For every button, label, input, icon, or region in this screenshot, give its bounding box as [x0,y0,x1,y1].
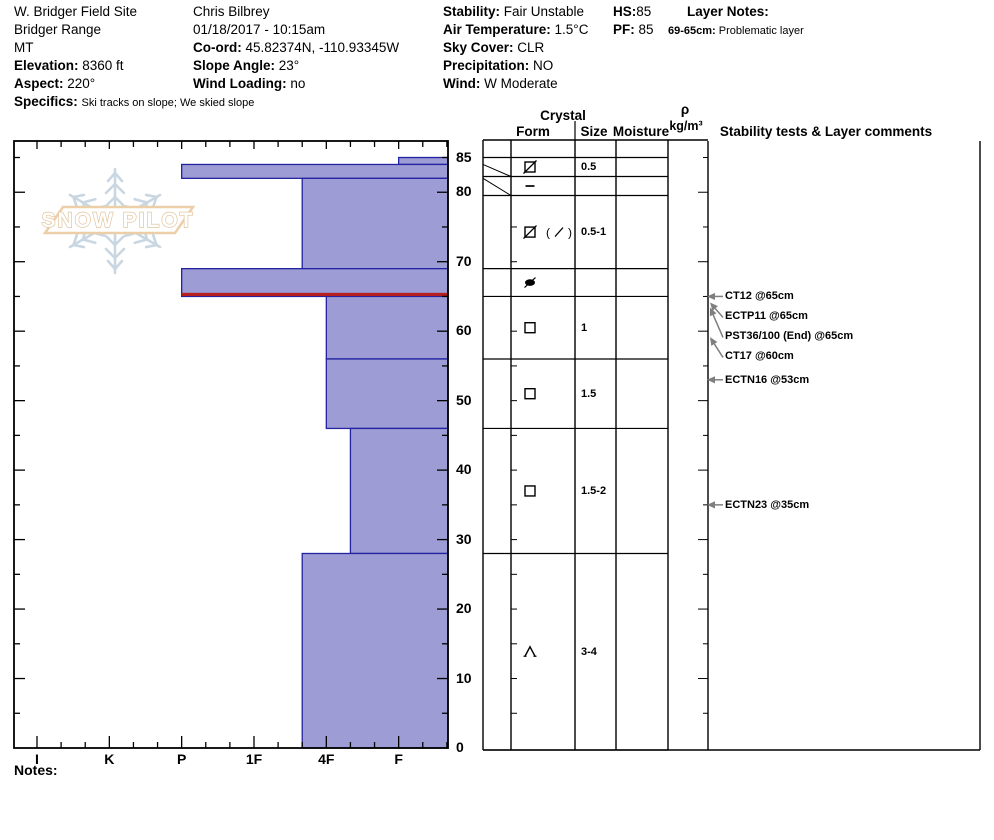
stability-test-label: ECTN16 @53cm [725,373,810,386]
density-units-header: kg/m³ [669,119,703,133]
layer-bar [349,427,449,555]
grain-size: 1.5 [581,387,597,400]
plot-frame [13,140,449,749]
grain-form-icon-FC [524,485,536,497]
site-info-line: W. Bridger Field Site [14,4,138,19]
hardness-label: 4F [318,751,335,767]
test-arrow [713,343,724,358]
grain-size: 0.5-1 [581,226,607,239]
depth-label: 20 [456,600,472,617]
grain-form-icon-FC [524,322,536,334]
grain-form-secondary-icon-DF: () [546,226,572,240]
grain-form-icon-MFcr [524,277,536,288]
site-info-line: MT [14,40,34,55]
grain-size: 1 [581,321,588,334]
layer-bar [301,552,449,749]
flagged-layer-line [181,292,448,297]
test-arrow-head [709,307,717,317]
observer-info-line: 01/18/2017 - 10:15am [193,22,326,37]
test-arrow-head [707,376,715,384]
layer-bar [301,177,449,270]
depth-label: 10 [456,669,472,686]
layer-bar [325,358,449,430]
expanded-row-leader [482,177,512,196]
layer-notes-line: Layer Notes: [687,4,769,19]
test-arrow-head [707,501,715,509]
depth-label: 50 [456,391,472,408]
svg-text:(: ( [546,226,550,240]
grain-form-icon-FC [524,388,536,400]
test-arrow-head [710,302,718,311]
layer-bar [397,156,449,166]
stability-test-label: ECTN23 @35cm [725,498,810,511]
conditions-info-line: Precipitation: NO [443,58,554,73]
hardness-label: F [394,751,403,767]
test-arrow-head [710,337,718,346]
depth-label: 0 [456,739,464,755]
test-arrow [712,314,724,338]
observer-info-line: Chris Bilbrey [193,4,270,19]
moisture-header: Moisture [612,124,670,139]
site-info-line: Elevation: 8360 ft [14,58,124,73]
observer-info-line: Co-ord: 45.82374N, -110.93345W [193,40,400,55]
svg-text:): ) [568,226,572,240]
logo-text: SNOW PILOT [42,209,195,232]
crystal-header: Crystal [540,108,586,123]
grain-size: 1.5-2 [581,484,607,497]
site-info-line: Aspect: 220° [14,76,96,91]
hardness-label: P [176,751,187,767]
stability-test-label: CT17 @60cm [725,350,794,363]
hardness-label: K [104,751,115,767]
logo-banner [42,205,196,235]
test-arrow [714,307,724,318]
hardness-label: I [35,751,39,767]
conditions-info-line: Sky Cover: CLR [443,40,545,55]
observer-info-line: Slope Angle: 23° [193,58,300,73]
hardness-label: 1F [245,751,263,767]
size-header: Size [580,124,608,139]
snow-totals-line: HS:85 [613,4,652,19]
test-arrow-head [707,292,715,301]
form-header: Form [516,124,550,139]
notes-label: Notes: [14,762,58,778]
depth-label: 60 [456,322,472,339]
layer-bar [181,163,449,179]
depth-label: 70 [456,252,472,269]
expanded-row-leader [482,163,512,177]
site-info-line: Bridger Range [14,22,102,37]
grain-size: 0.5 [581,161,597,173]
stability-column-header: Stability tests & Layer comments [719,124,933,139]
depth-label: 85 [456,148,472,165]
grain-form-icon-FCxr [523,225,537,240]
layer-notes-line: 69-65cm: Problematic layer [668,25,804,37]
layer-bar [181,268,449,298]
grain-form-icon-DH [523,645,537,657]
conditions-info-line: Air Temperature: 1.5°C [443,22,589,37]
depth-label: 80 [456,183,472,200]
layer-bar [325,295,449,360]
depth-label: 40 [456,461,472,478]
stability-test-label: PST36/100 (End) @65cm [725,330,854,343]
observer-info-line: Wind Loading: no [193,76,306,91]
stability-test-label: ECTP11 @65cm [725,310,808,323]
density-symbol-header: ρ [680,102,690,117]
grain-size: 3-4 [581,645,597,658]
conditions-info-line: Stability: Fair Unstable [443,4,585,19]
stability-test-label: CT12 @65cm [725,290,794,303]
grain-form-icon-FCxr [523,160,537,174]
snow-totals-line: PF: 85 [613,22,654,37]
site-info-line: Specifics: Ski tracks on slope; We skied… [14,94,255,109]
conditions-info-line: Wind: W Moderate [443,76,558,91]
depth-label: 30 [456,530,472,547]
